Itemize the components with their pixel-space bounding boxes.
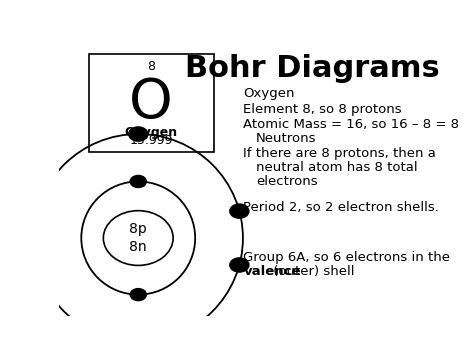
Text: 15.999: 15.999	[129, 134, 173, 147]
Text: (outer) shell: (outer) shell	[269, 265, 355, 278]
Circle shape	[230, 204, 249, 218]
Text: O: O	[129, 76, 173, 130]
Ellipse shape	[103, 211, 173, 266]
Text: Oxygen: Oxygen	[243, 87, 294, 100]
Text: Group 6A, so 6 electrons in the: Group 6A, so 6 electrons in the	[243, 251, 450, 264]
Text: Oxygen: Oxygen	[125, 126, 178, 139]
Circle shape	[27, 258, 46, 272]
Text: Element 8, so 8 protons: Element 8, so 8 protons	[243, 103, 401, 115]
Text: Neutrons: Neutrons	[256, 132, 316, 145]
Text: Period 2, so 2 electron shells.: Period 2, so 2 electron shells.	[243, 202, 439, 214]
Text: Atomic Mass = 16, so 16 – 8 = 8: Atomic Mass = 16, so 16 – 8 = 8	[243, 118, 459, 131]
Circle shape	[130, 175, 146, 187]
Text: 8p
8n: 8p 8n	[129, 222, 147, 254]
Text: 8: 8	[147, 60, 155, 73]
Text: valence: valence	[244, 265, 301, 278]
Circle shape	[128, 127, 148, 141]
Circle shape	[230, 258, 249, 272]
Text: neutral atom has 8 total: neutral atom has 8 total	[256, 161, 418, 174]
FancyBboxPatch shape	[89, 54, 213, 152]
Circle shape	[128, 335, 148, 349]
Text: If there are 8 protons, then a: If there are 8 protons, then a	[243, 147, 436, 160]
Text: electrons: electrons	[256, 175, 318, 188]
Text: Bohr Diagrams: Bohr Diagrams	[185, 54, 440, 82]
Circle shape	[27, 204, 46, 218]
Circle shape	[130, 289, 146, 301]
